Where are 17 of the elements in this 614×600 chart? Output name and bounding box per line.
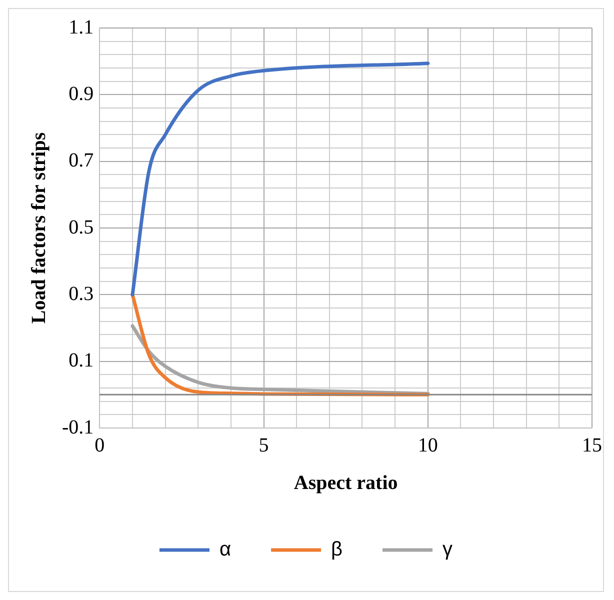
y-tick-label: 0.3: [68, 282, 94, 305]
line-series: [130, 62, 430, 296]
x-tick-label: 0: [94, 434, 105, 456]
y-tick-label: 0.9: [68, 82, 94, 105]
y-tick-label: 0.1: [68, 350, 94, 372]
x-tick-label: 15: [582, 434, 602, 456]
y-tick-label: -0.1: [62, 416, 94, 438]
x-tick-label: 10: [418, 434, 438, 456]
x-axis-title: Aspect ratio: [294, 472, 398, 494]
y-tick-label: 0.5: [68, 216, 94, 238]
y-tick-label: 0.7: [68, 150, 94, 172]
y-tick-label: 1.1: [68, 16, 94, 38]
y-axis-title: Load factors for strips: [28, 132, 50, 324]
legend-label: β: [331, 538, 343, 561]
legend-label: α: [219, 538, 232, 561]
x-tick-label: 5: [258, 434, 269, 456]
legend-label: γ: [442, 538, 453, 561]
